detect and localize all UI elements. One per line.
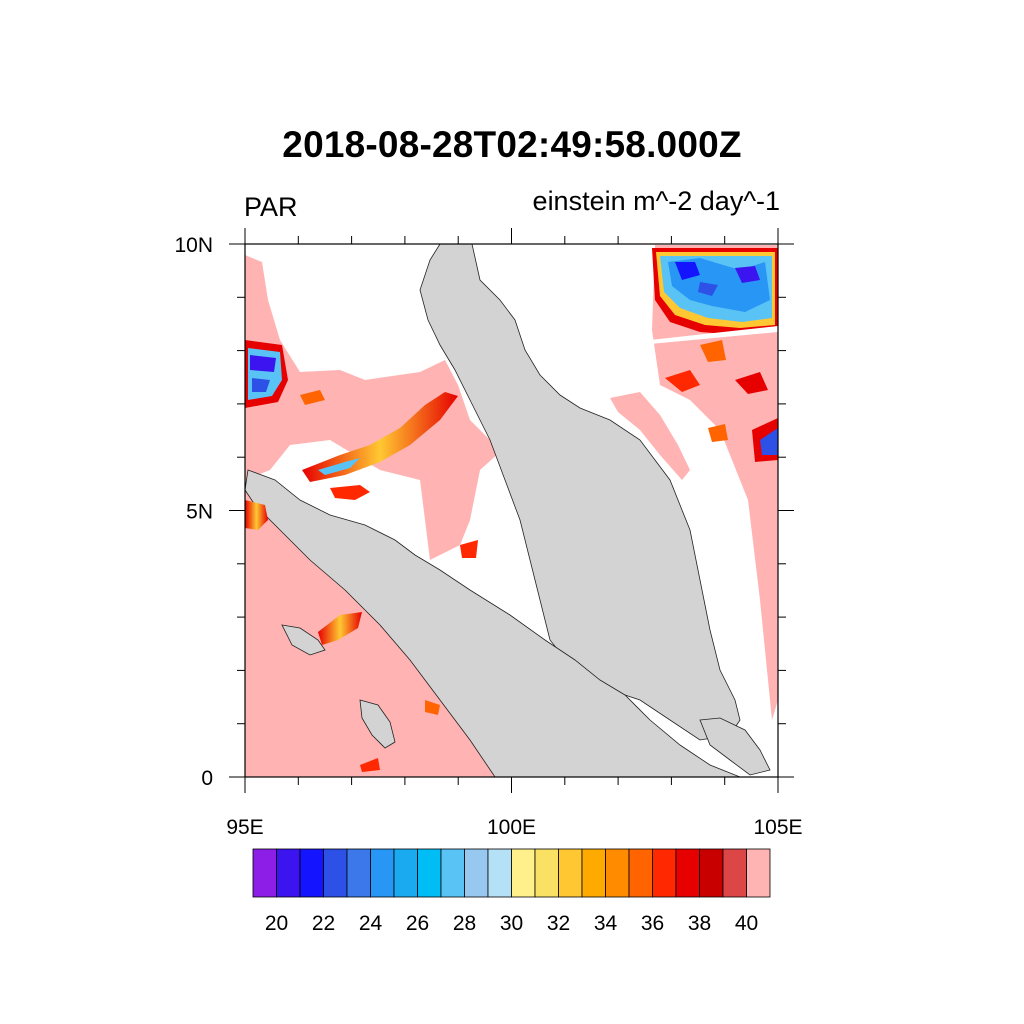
colorbar-label: 30: [500, 912, 523, 935]
colorbar-swatch: [440, 848, 465, 898]
par-low-values-northeast: [652, 248, 778, 335]
colorbar-swatch: [346, 848, 371, 898]
land-sumatra: [245, 469, 741, 777]
plot-title: 2018-08-28T02:49:58.000Z: [282, 124, 742, 165]
colorbar-label: 28: [453, 912, 476, 935]
colorbar-swatch: [252, 848, 277, 898]
colorbar-label: 40: [735, 912, 758, 935]
colorbar-label: 36: [641, 912, 664, 935]
map-field: [245, 244, 778, 777]
colorbar-swatch: [487, 848, 512, 898]
par-field-gulf-strip: [610, 392, 690, 480]
colorbar-label: 34: [594, 912, 618, 935]
lat-tick-label: 5N: [186, 501, 213, 524]
colorbar: 20 22 24 26 28 30 32 34 36 38 40: [252, 848, 771, 935]
colorbar-label: 38: [688, 912, 711, 935]
lon-tick-label: 105E: [753, 816, 802, 839]
par-field-west: [245, 255, 500, 560]
colorbar-swatch: [605, 848, 630, 898]
lat-tick-label: 0: [201, 767, 213, 790]
colorbar-swatch: [722, 848, 747, 898]
lat-tick-label: 10N: [174, 234, 213, 257]
lon-tick-label: 95E: [226, 816, 263, 839]
lon-tick-label: 100E: [487, 816, 536, 839]
map-axes: 95E 100E 105E 0 5N 10N: [174, 228, 803, 839]
colorbar-label: 26: [406, 912, 429, 935]
colorbar-label: 20: [265, 912, 288, 935]
data-gap-line: [650, 326, 778, 344]
colorbar-label: 22: [312, 912, 335, 935]
colorbar-label: 24: [359, 912, 383, 935]
colorbar-swatch: [746, 848, 771, 898]
colorbar-swatch: [393, 848, 418, 898]
colorbar-swatch: [417, 848, 442, 898]
colorbar-swatch: [558, 848, 583, 898]
par-clouds-west: [245, 340, 778, 772]
colorbar-swatch: [299, 848, 324, 898]
colorbar-swatch: [581, 848, 606, 898]
par-field-east: [652, 245, 778, 720]
colorbar-swatch: [652, 848, 677, 898]
variable-label: PAR: [244, 192, 298, 222]
colorbar-swatch: [276, 848, 301, 898]
colorbar-swatch: [675, 848, 700, 898]
colorbar-swatch: [370, 848, 395, 898]
units-label: einstein m^-2 day^-1: [532, 186, 780, 216]
land-riau-islands: [699, 717, 771, 776]
land-island-simeulue: [281, 624, 326, 656]
colorbar-swatch: [534, 848, 559, 898]
colorbar-label: 32: [547, 912, 570, 935]
colorbar-swatch: [628, 848, 653, 898]
colorbar-swatch: [699, 848, 724, 898]
colorbar-swatch: [323, 848, 348, 898]
colorbar-swatch: [511, 848, 536, 898]
colorbar-swatch: [464, 848, 489, 898]
land-island-nias: [359, 699, 396, 749]
